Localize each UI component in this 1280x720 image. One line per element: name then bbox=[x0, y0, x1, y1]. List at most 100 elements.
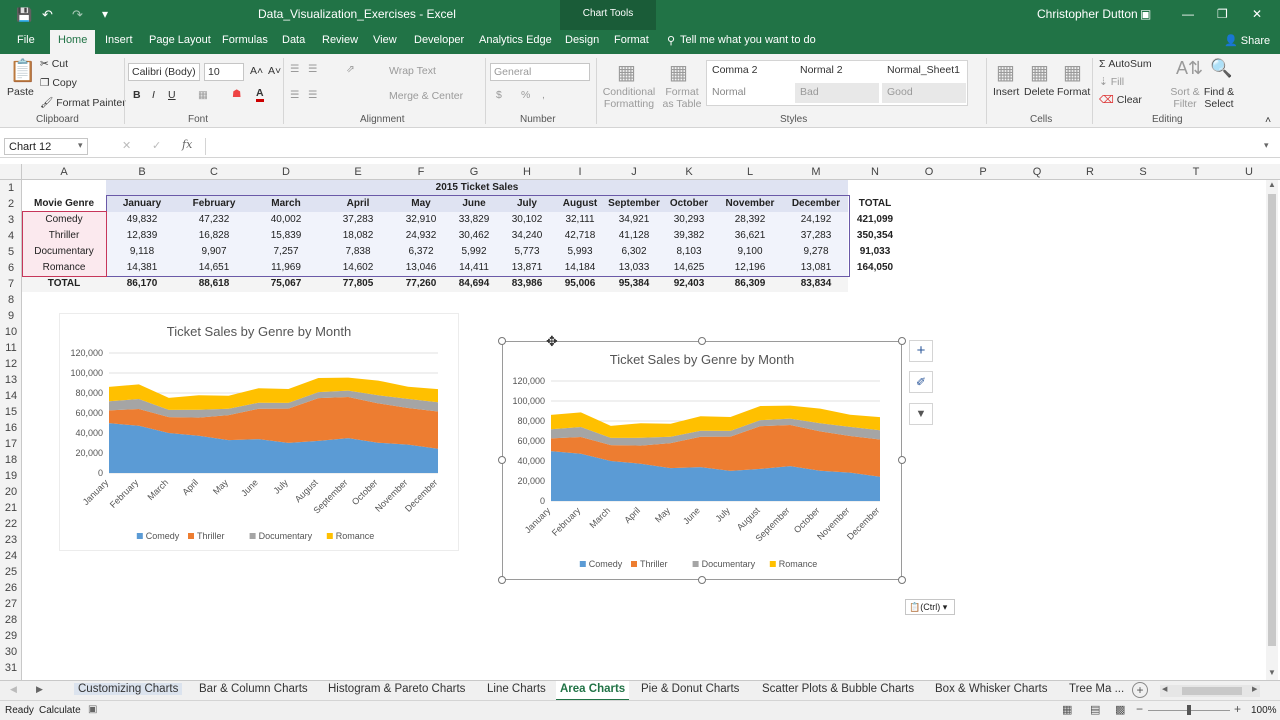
borders-icon[interactable]: ▦ bbox=[198, 89, 208, 101]
style-comma-2[interactable]: Comma 2 bbox=[712, 64, 758, 76]
value-cell[interactable]: 30,102 bbox=[511, 214, 543, 225]
row-header[interactable]: 12 bbox=[4, 358, 18, 370]
column-header[interactable]: S bbox=[1139, 166, 1147, 178]
column-header[interactable]: R bbox=[1086, 166, 1094, 178]
row-header[interactable]: 15 bbox=[4, 406, 18, 418]
value-cell[interactable]: 14,625 bbox=[673, 262, 705, 273]
tab-review[interactable]: Review bbox=[322, 34, 359, 46]
value-cell[interactable]: 34,921 bbox=[618, 214, 650, 225]
prev-sheet-icon[interactable]: ◀ bbox=[10, 684, 17, 694]
column-header[interactable]: A bbox=[60, 166, 68, 178]
value-cell[interactable]: 9,118 bbox=[129, 246, 155, 257]
status-calculate[interactable]: Calculate bbox=[39, 705, 81, 716]
chart-2-selected[interactable]: Ticket Sales by Genre by Month 0 20,000 40… bbox=[502, 341, 902, 580]
column-header[interactable]: B bbox=[138, 166, 146, 178]
zoom-level[interactable]: 100% bbox=[1251, 705, 1277, 716]
column-total-cell[interactable]: 77,805 bbox=[342, 278, 374, 289]
row-total-cell[interactable]: 91,033 bbox=[859, 246, 891, 257]
row-header[interactable]: 9 bbox=[7, 310, 15, 322]
sheet-tab[interactable]: Tree Ma ... bbox=[1069, 683, 1125, 695]
column-header[interactable]: C bbox=[210, 166, 218, 178]
genre-cell[interactable]: Comedy bbox=[45, 214, 83, 225]
ribbon-display-icon[interactable]: ▣ bbox=[1140, 7, 1152, 21]
month-header[interactable]: September bbox=[608, 198, 660, 209]
undo-icon[interactable]: ↶ bbox=[42, 7, 53, 22]
row-header[interactable]: 25 bbox=[4, 566, 18, 578]
value-cell[interactable]: 6,372 bbox=[408, 246, 434, 257]
genre-cell[interactable]: Documentary bbox=[34, 246, 94, 257]
resize-handle[interactable] bbox=[498, 337, 506, 345]
month-header[interactable]: May bbox=[411, 198, 431, 209]
row-header[interactable]: 1 bbox=[7, 182, 15, 194]
month-header[interactable]: January bbox=[122, 198, 162, 209]
column-total-cell[interactable]: 83,986 bbox=[511, 278, 543, 289]
genre-cell[interactable]: Thriller bbox=[48, 230, 80, 241]
month-header[interactable]: August bbox=[562, 198, 598, 209]
resize-handle[interactable] bbox=[498, 456, 506, 464]
zoom-out-icon[interactable]: − bbox=[1136, 702, 1144, 716]
conditional-formatting-icon[interactable]: ▦ bbox=[617, 62, 636, 84]
tab-developer[interactable]: Developer bbox=[414, 34, 465, 46]
column-total-cell[interactable]: 88,618 bbox=[198, 278, 230, 289]
row-header[interactable]: 4 bbox=[7, 230, 15, 242]
chart-title[interactable]: Ticket Sales by Genre by Month bbox=[609, 352, 795, 367]
value-cell[interactable]: 40,002 bbox=[270, 214, 302, 225]
delete-cells-icon[interactable]: ▦ bbox=[1030, 62, 1049, 84]
value-cell[interactable]: 14,184 bbox=[564, 262, 596, 273]
align-center-icon[interactable]: ☰ bbox=[308, 89, 318, 101]
value-cell[interactable]: 6,302 bbox=[621, 246, 647, 257]
value-cell[interactable]: 14,651 bbox=[198, 262, 230, 273]
row-header[interactable]: 26 bbox=[4, 582, 18, 594]
value-cell[interactable]: 9,278 bbox=[803, 246, 829, 257]
table-title[interactable]: 2015 Ticket Sales bbox=[435, 182, 519, 193]
sheet-tab[interactable]: Line Charts bbox=[487, 683, 546, 695]
cancel-icon[interactable]: ✕ bbox=[122, 140, 132, 152]
value-cell[interactable]: 37,283 bbox=[800, 230, 832, 241]
resize-handle[interactable] bbox=[498, 576, 506, 584]
sheet-tab[interactable]: Pie & Donut Charts bbox=[641, 683, 740, 695]
sheet-tab[interactable]: Histogram & Pareto Charts bbox=[328, 683, 466, 695]
value-cell[interactable]: 32,111 bbox=[565, 214, 595, 225]
row-header[interactable]: 21 bbox=[4, 502, 18, 514]
tab-formulas[interactable]: Formulas bbox=[222, 34, 268, 46]
value-cell[interactable]: 11,969 bbox=[271, 262, 301, 273]
value-cell[interactable]: 7,838 bbox=[345, 246, 371, 257]
row-header[interactable]: 5 bbox=[7, 246, 15, 258]
cut-button[interactable]: ✂ Cut bbox=[40, 58, 69, 70]
totals-label[interactable]: TOTAL bbox=[47, 278, 81, 289]
italic-icon[interactable]: I bbox=[152, 89, 155, 101]
row-header[interactable]: 28 bbox=[4, 614, 18, 626]
percent-icon[interactable]: % bbox=[521, 89, 531, 101]
sort-filter-icon[interactable]: A⇅ bbox=[1176, 58, 1204, 78]
value-cell[interactable]: 5,993 bbox=[567, 246, 593, 257]
column-header[interactable]: H bbox=[523, 166, 531, 178]
format-painter-button[interactable]: 🖌 Format Painter bbox=[40, 97, 126, 109]
new-sheet-plus-icon[interactable]: + bbox=[1132, 682, 1148, 698]
column-header[interactable]: T bbox=[1192, 166, 1200, 178]
value-cell[interactable]: 49,832 bbox=[126, 214, 158, 225]
value-cell[interactable]: 41,128 bbox=[618, 230, 650, 241]
month-header[interactable]: June bbox=[462, 198, 486, 209]
value-cell[interactable]: 13,871 bbox=[511, 262, 543, 273]
align-top-icon[interactable]: ☰ bbox=[290, 63, 300, 75]
sheet-tab[interactable]: Bar & Column Charts bbox=[199, 683, 308, 695]
column-header[interactable]: P bbox=[979, 166, 987, 178]
resize-handle[interactable] bbox=[898, 456, 906, 464]
row-header[interactable]: 7 bbox=[7, 278, 15, 290]
zoom-slider-thumb[interactable] bbox=[1187, 705, 1191, 715]
save-icon[interactable]: 💾 bbox=[16, 7, 33, 22]
horizontal-scrollbar[interactable]: ◀ ▶ bbox=[1160, 685, 1260, 697]
page-break-view-icon[interactable]: ▩ bbox=[1115, 704, 1126, 716]
chart-elements-plus-icon[interactable]: + bbox=[909, 340, 933, 362]
sheet-tab[interactable]: Customizing Charts bbox=[74, 683, 183, 695]
maximize-icon[interactable]: ❐ bbox=[1217, 7, 1228, 21]
month-header[interactable]: November bbox=[725, 198, 775, 209]
row-header[interactable]: 16 bbox=[4, 422, 18, 434]
bold-icon[interactable]: B bbox=[133, 89, 141, 101]
value-cell[interactable]: 13,046 bbox=[405, 262, 437, 273]
tab-page-layout[interactable]: Page Layout bbox=[149, 34, 211, 46]
wrap-text-button[interactable]: Wrap Text bbox=[389, 65, 436, 77]
column-header[interactable]: L bbox=[746, 166, 754, 178]
value-cell[interactable]: 16,828 bbox=[198, 230, 230, 241]
row-header[interactable]: 10 bbox=[4, 326, 18, 338]
